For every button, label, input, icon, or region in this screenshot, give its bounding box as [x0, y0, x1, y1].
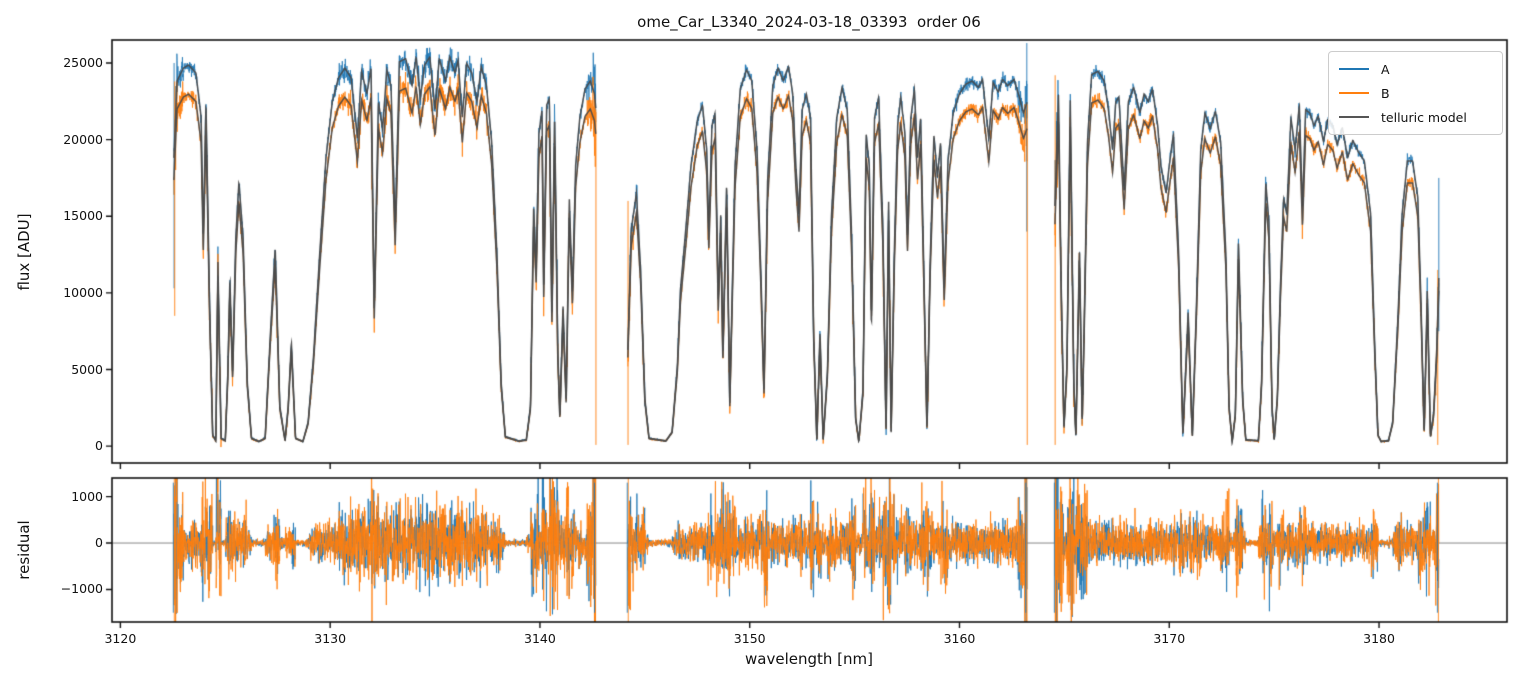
residual-ytick-label: −1000	[60, 581, 103, 597]
wavelength-xtick-label: 3180	[1363, 631, 1395, 646]
legend-label-a: A	[1381, 61, 1390, 77]
residual-ytick-label: 0	[95, 535, 103, 551]
legend-line-b-swatch	[1339, 92, 1369, 94]
legend-line-telluric-swatch	[1339, 116, 1369, 118]
wavelength-xtick-label: 3160	[943, 631, 976, 646]
legend-box: A B telluric model	[1328, 51, 1503, 135]
wavelength-axis-label: wavelength [nm]	[745, 650, 873, 668]
wavelength-xtick-label: 3120	[104, 631, 137, 646]
legend-label-b: B	[1381, 85, 1390, 101]
flux-ytick-label: 5000	[71, 361, 103, 377]
flux-ytick-label: 10000	[63, 285, 103, 301]
legend-line-a-swatch	[1339, 68, 1369, 70]
wavelength-xtick-label: 3170	[1153, 631, 1186, 646]
flux-ytick-label: 25000	[63, 55, 103, 71]
flux-ytick-label: 20000	[63, 131, 103, 147]
legend-entry-a: A	[1339, 57, 1502, 81]
flux-ytick-label: 0	[95, 438, 103, 454]
wavelength-xtick-label: 3130	[314, 631, 347, 646]
legend-entry-b: B	[1339, 81, 1502, 105]
flux-axis-label: flux [ADU]	[15, 213, 33, 291]
residual-axis-label: residual	[15, 520, 33, 580]
legend-entry-telluric: telluric model	[1339, 105, 1502, 129]
figure-title: ome_Car_L3340_2024-03-18_03393 order 06	[637, 13, 981, 31]
residual-ytick-label: 1000	[71, 488, 103, 504]
flux-ytick-label: 15000	[63, 208, 103, 224]
wavelength-xtick-label: 3150	[733, 631, 766, 646]
wavelength-xtick-label: 3140	[524, 631, 556, 646]
legend-label-telluric: telluric model	[1381, 109, 1467, 125]
